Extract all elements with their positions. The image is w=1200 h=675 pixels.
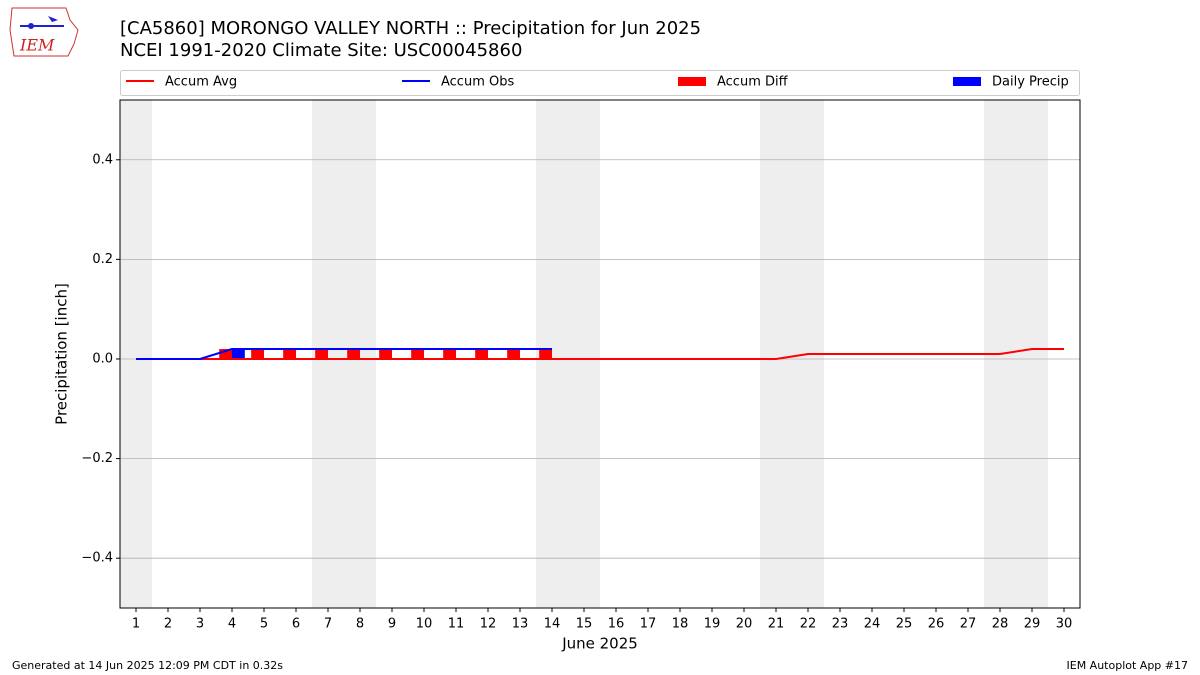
legend-box [120,70,1080,96]
chart-subtitle: NCEI 1991-2020 Climate Site: USC00045860 [120,40,522,61]
y-tick-label: 0.0 [92,351,113,366]
x-tick-label: 7 [324,617,332,632]
x-tick-label: 15 [576,617,593,632]
bar [379,349,392,359]
x-tick-label: 5 [260,617,268,632]
y-tick-label: −0.2 [81,451,113,466]
line [136,348,552,360]
bar [251,349,264,359]
legend-swatch [678,77,706,86]
x-tick-label: 11 [448,617,465,632]
x-tick-label: 24 [864,617,881,632]
y-axis-label: Precipitation [inch] [53,283,71,425]
bar [507,349,520,359]
x-tick-label: 10 [416,617,433,632]
y-tick-label: 0.4 [92,152,113,167]
bar [539,349,552,359]
x-tick-label: 28 [992,617,1009,632]
x-tick-label: 26 [928,617,945,632]
x-tick-label: 16 [608,617,625,632]
legend-label: Daily Precip [992,75,1069,90]
x-tick-label: 12 [480,617,497,632]
x-tick-label: 2 [164,617,172,632]
x-tick-label: 9 [388,617,396,632]
legend-label: Accum Avg [165,75,237,90]
x-tick-label: 19 [704,617,721,632]
x-tick-label: 25 [896,617,913,632]
x-tick-label: 20 [736,617,753,632]
x-tick-label: 6 [292,617,300,632]
x-tick-label: 23 [832,617,849,632]
x-tick-label: 14 [544,617,561,632]
logo: IEM [9,7,79,57]
legend-label: Accum Diff [717,75,789,90]
bar [443,349,456,359]
y-tick-label: 0.2 [92,252,113,267]
bar [232,349,245,359]
footer-right: IEM Autoplot App #17 [1067,659,1189,672]
bar [315,349,328,359]
legend-label: Accum Obs [441,75,514,90]
x-tick-label: 4 [228,617,236,632]
bar [219,349,232,359]
bar [283,349,296,359]
plot-frame [119,99,1081,609]
line [136,348,1064,360]
footer-left: Generated at 14 Jun 2025 12:09 PM CDT in… [12,659,283,672]
x-tick-label: 1 [132,617,140,632]
x-tick-label: 30 [1056,617,1073,632]
plot-area [120,100,1080,608]
bar [475,349,488,359]
x-tick-label: 21 [768,617,785,632]
x-tick-label: 18 [672,617,689,632]
weekend-shade [120,100,152,608]
logo-text: IEM [19,36,55,55]
x-tick-label: 17 [640,617,657,632]
x-tick-label: 3 [196,617,204,632]
legend-swatch [953,77,981,86]
x-axis-label: June 2025 [561,635,638,653]
chart-title: [CA5860] MORONGO VALLEY NORTH :: Precipi… [120,18,701,39]
y-tick-label: −0.4 [81,551,113,566]
bar [411,349,424,359]
x-tick-label: 8 [356,617,364,632]
x-tick-label: 27 [960,617,977,632]
x-tick-label: 29 [1024,617,1041,632]
x-tick-label: 13 [512,617,529,632]
bar [347,349,360,359]
x-tick-label: 22 [800,617,817,632]
